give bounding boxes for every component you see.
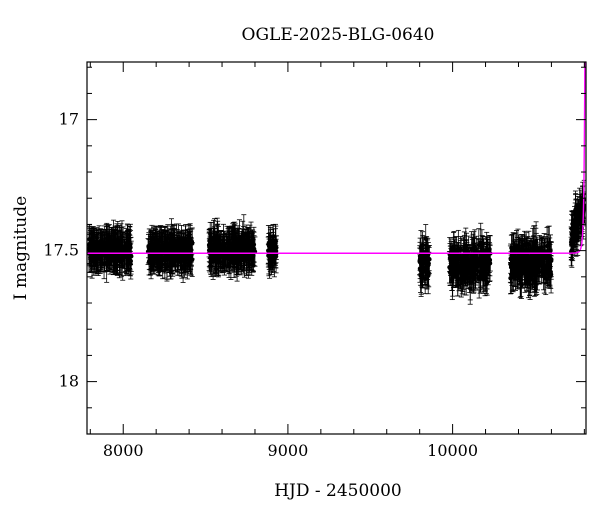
data-point <box>187 223 193 263</box>
plot-area <box>87 62 586 305</box>
data-point <box>126 229 132 263</box>
data-point <box>159 229 165 271</box>
data-point <box>174 242 180 268</box>
data-point <box>89 240 95 279</box>
x-axis-label: HJD - 2450000 <box>274 481 402 501</box>
data-point <box>152 233 158 268</box>
data-point <box>118 238 124 276</box>
data-point <box>183 224 189 265</box>
y-tick-label: 17.5 <box>43 241 79 260</box>
y-tick-label: 18 <box>59 372 79 391</box>
data-point <box>124 230 130 270</box>
y-tick-label: 17 <box>59 110 79 129</box>
chart-title: OGLE-2025-BLG-0640 <box>242 25 435 45</box>
data-point <box>108 226 114 264</box>
x-tick-label: 8000 <box>103 441 144 460</box>
data-point <box>102 234 108 264</box>
data-point <box>156 242 162 270</box>
data-point <box>176 223 182 254</box>
data-point <box>169 232 175 267</box>
x-tick-label: 9000 <box>268 441 309 460</box>
data-point <box>162 226 168 257</box>
y-axis-label: I magnitude <box>11 196 31 300</box>
x-tick-label: 10000 <box>427 441 478 460</box>
